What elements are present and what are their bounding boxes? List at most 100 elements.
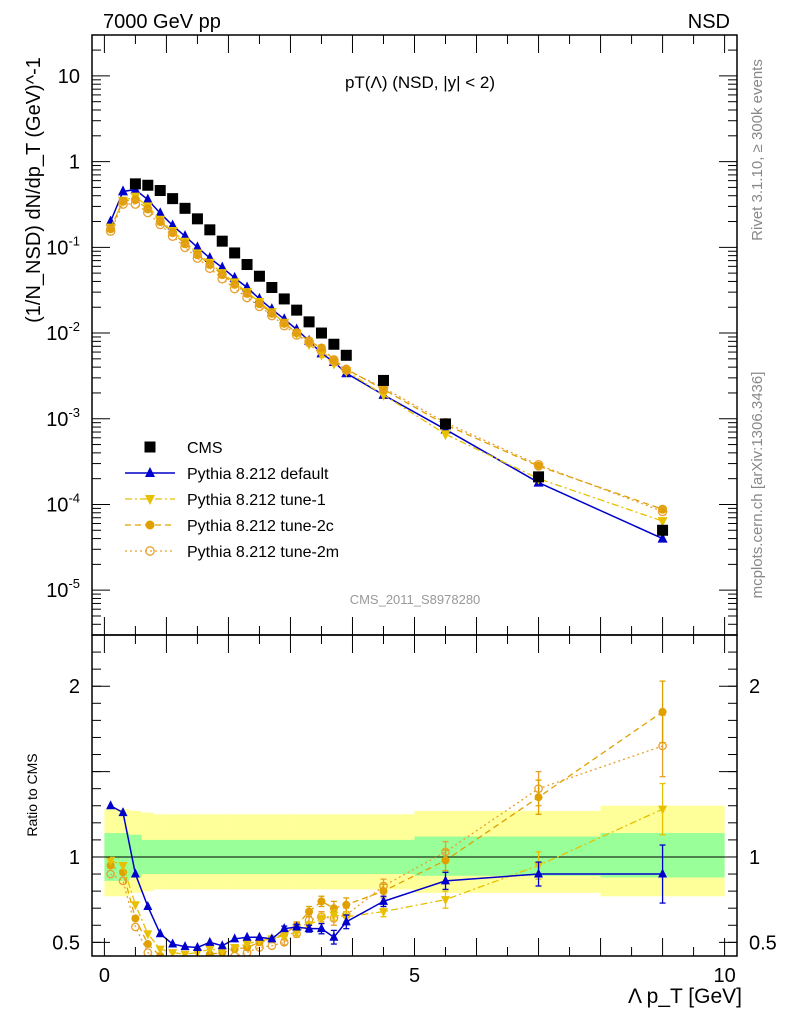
- ratio-point: [118, 876, 128, 886]
- ratio-series-pythia-8-212-tune-1: [106, 782, 668, 956]
- ratio-point: [217, 940, 227, 950]
- data-point: [440, 418, 452, 430]
- ratio-point: [180, 950, 190, 956]
- ratio-point: [341, 916, 351, 926]
- data-point: [533, 459, 544, 470]
- ratio-point: [658, 805, 668, 815]
- ratio-point: [192, 941, 202, 951]
- data-point: [192, 253, 203, 263]
- data-point: [657, 517, 668, 528]
- ratio-point: [118, 862, 128, 872]
- y-tick-label: 10-2: [46, 319, 80, 345]
- ratio-point: [242, 931, 252, 941]
- ratio-point: [155, 945, 165, 955]
- ratio-point: [106, 800, 116, 810]
- uncertainty-bands: [104, 805, 725, 897]
- rivet-label: Rivet 3.1.10, ≥ 300k events: [749, 59, 766, 241]
- legend-label: Pythia 8.212 default: [187, 466, 329, 483]
- x-tick-label: 5: [409, 965, 420, 987]
- data-point: [167, 219, 178, 230]
- ratio-point: [279, 923, 289, 933]
- data-point: [192, 241, 203, 252]
- y-tick-label: 10-5: [46, 576, 80, 602]
- ratio-point: [181, 957, 189, 965]
- legend-marker: [145, 495, 155, 505]
- ratio-point: [304, 923, 314, 933]
- ratio-line: [110, 745, 663, 956]
- data-point: [155, 219, 166, 230]
- legend-label: Pythia 8.212 tune-2c: [187, 518, 334, 535]
- ratio-point: [267, 933, 277, 943]
- data-point: [278, 293, 290, 305]
- analysis-tag: CMS_2011_S8978280: [350, 592, 481, 607]
- ratio-point: [378, 908, 388, 918]
- data-point: [142, 193, 153, 204]
- ratio-point: [329, 931, 339, 941]
- data-point: [154, 185, 166, 197]
- ratio-point: [658, 707, 667, 716]
- main-ylabel: (1/N_NSD) dN/dp_T (GeV)^-1: [23, 57, 45, 323]
- data-point: [279, 320, 290, 331]
- data-point: [142, 179, 154, 191]
- data-point: [378, 390, 389, 401]
- data-point: [658, 504, 668, 514]
- ratio-point: [168, 949, 178, 956]
- data-point: [191, 213, 203, 225]
- ratio-point: [118, 807, 128, 817]
- ratio-point: [230, 933, 240, 943]
- x-tick-label: 10: [713, 965, 735, 987]
- data-point: [254, 301, 265, 312]
- legend-marker: [144, 441, 156, 453]
- data-point: [179, 202, 191, 214]
- ratio-point: [534, 793, 543, 802]
- data-point: [180, 230, 191, 241]
- y-tick-label: 10: [58, 66, 80, 88]
- xlabel: Λ p_T [GeV]: [628, 985, 742, 1008]
- data-point: [142, 207, 153, 218]
- ratio-line: [110, 805, 663, 949]
- ratio-y-tick-label: 2: [69, 676, 80, 698]
- legend-entry: Pythia 8.212 tune-1: [125, 492, 326, 509]
- series-line: [109, 188, 663, 540]
- data-point: [267, 310, 277, 321]
- data-point: [192, 250, 202, 260]
- legend-label: CMS: [187, 440, 223, 457]
- ratio-point: [143, 900, 153, 910]
- ratio-point: [316, 914, 326, 924]
- data-point: [279, 318, 289, 328]
- ratio-y-tick-label: 1: [69, 847, 80, 869]
- data-point: [241, 259, 253, 271]
- ratio-point: [441, 875, 451, 885]
- data-point: [129, 178, 141, 190]
- data-point: [216, 235, 228, 247]
- ratio-point: [106, 869, 115, 879]
- ratio-point: [131, 914, 140, 923]
- ratio-frame: [91, 634, 738, 957]
- series-line: [110, 203, 663, 513]
- ratio-point: [157, 957, 164, 964]
- data-point: [253, 270, 265, 282]
- x-tick-label: 0: [99, 965, 110, 987]
- legend: CMS Pythia 8.212 default Pythia 8.212 tune…: [125, 440, 339, 561]
- data-point: [316, 345, 327, 356]
- ratio-point: [181, 963, 188, 970]
- ratio-point: [658, 868, 668, 878]
- ratio-y-tick-label: 0.5: [52, 932, 80, 954]
- ratio-point: [169, 961, 176, 968]
- axes-layer: 0 5 10 10 1 10-1 10-2 10-3 10-4 10-5 0.5 0.5 1 1 2 2: [46, 34, 777, 987]
- ratio-point: [106, 856, 116, 866]
- data-point: [217, 273, 228, 284]
- data-point: [130, 199, 141, 209]
- legend-entry: Pythia 8.212 default: [125, 466, 329, 483]
- series-line: [110, 195, 663, 522]
- ratio-point: [292, 928, 302, 938]
- legend-marker: [145, 467, 155, 477]
- ratio-point: [219, 955, 225, 956]
- main-title: pT(Λ) (NSD, |y| < 2): [345, 73, 495, 92]
- ratio-point: [143, 940, 152, 949]
- data-point: [303, 316, 315, 328]
- ratio-point: [205, 945, 215, 955]
- data-point: [143, 204, 153, 214]
- ratio-point: [168, 938, 178, 948]
